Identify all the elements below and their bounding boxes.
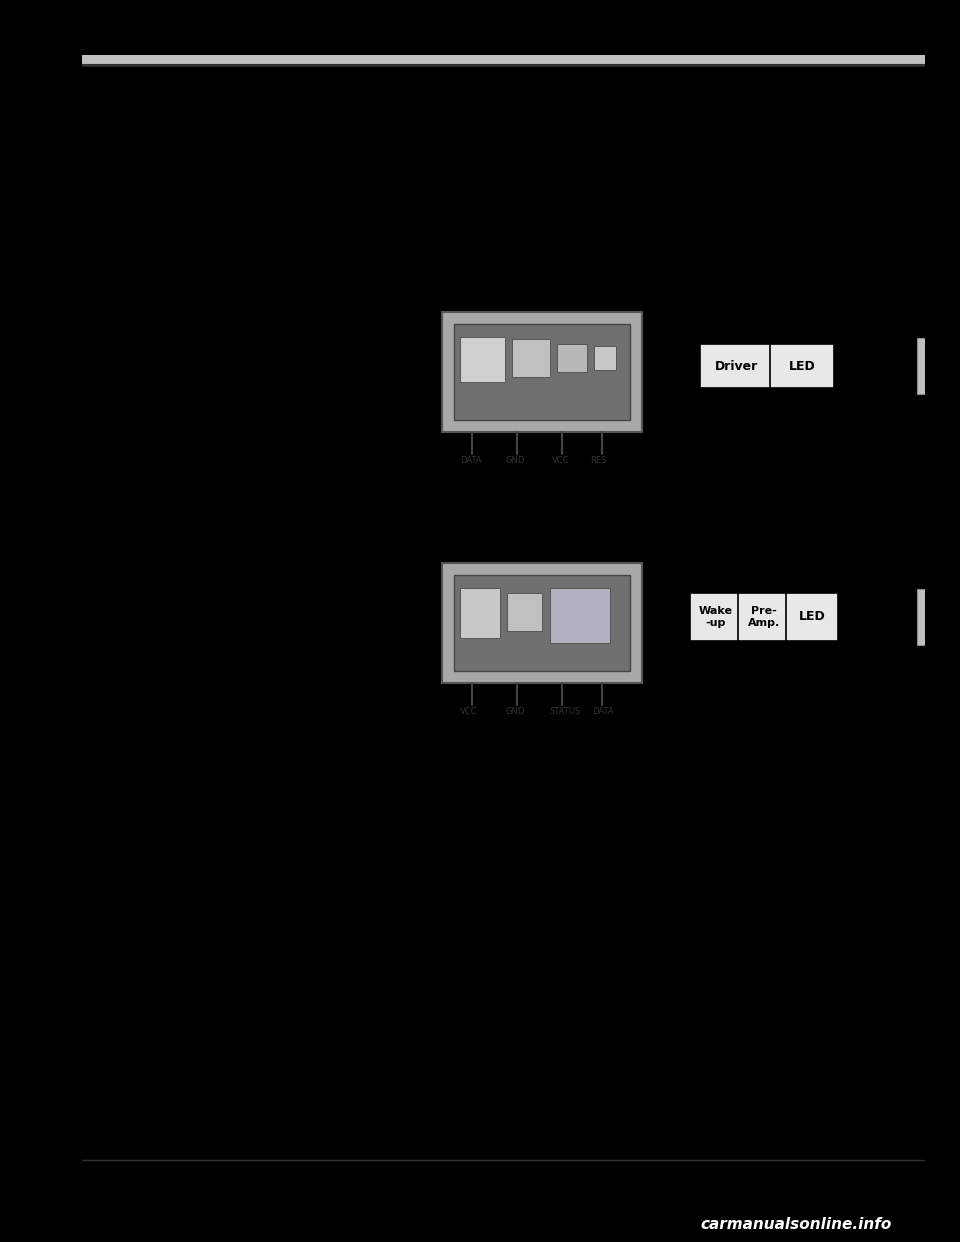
Text: The LED transmits light signals on the: The LED transmits light signals on the bbox=[90, 388, 344, 400]
Text: 43-07-30: 43-07-30 bbox=[841, 709, 891, 719]
Text: Transmitter: Transmitter bbox=[471, 304, 553, 317]
Text: 6: 6 bbox=[90, 1174, 99, 1187]
Text: diode).: diode). bbox=[90, 353, 136, 366]
Text: 43-07-31: 43-07-31 bbox=[837, 458, 887, 468]
Text: The receiver contains a diode that converts the optical signal into an electrica: The receiver contains a diode that conve… bbox=[90, 719, 701, 732]
FancyBboxPatch shape bbox=[786, 592, 838, 641]
Text: STATUS: STATUS bbox=[550, 707, 581, 715]
Text: mitter and receiver have been developed by BMW.  The low closed circuit (rest) c: mitter and receiver have been developed … bbox=[90, 250, 675, 263]
Text: Receiver: Receiver bbox=[482, 555, 542, 568]
Text: •   Optical receiver: • Optical receiver bbox=[110, 204, 236, 217]
FancyBboxPatch shape bbox=[442, 563, 642, 683]
FancyBboxPatch shape bbox=[557, 344, 587, 373]
Text: The sensing frequency on a CD player and for audio is 44.1 MHz; this means than : The sensing frequency on a CD player and… bbox=[90, 479, 694, 493]
Text: MOST bus.  The receiver consists of:: MOST bus. The receiver consists of: bbox=[90, 587, 331, 600]
Text: GND: GND bbox=[505, 456, 524, 465]
Text: (Repair cables are black in color).   The light wavelength is 650 nm (red light): (Repair cables are black in color). The … bbox=[90, 145, 692, 158]
Text: Each control unit of the MOST framework contains a transmitter and a receiver.  : Each control unit of the MOST framework … bbox=[90, 233, 698, 246]
Text: MHz.: MHz. bbox=[90, 438, 122, 451]
Text: carmanualsonline.info: carmanualsonline.info bbox=[701, 1217, 892, 1232]
Text: Pre-
Amp.: Pre- Amp. bbox=[748, 606, 780, 627]
FancyBboxPatch shape bbox=[512, 339, 550, 378]
Text: •   A wake-up circuit: • A wake-up circuit bbox=[110, 657, 246, 669]
FancyBboxPatch shape bbox=[460, 337, 505, 383]
Bar bbox=[82, 55, 925, 65]
Text: media.: media. bbox=[90, 514, 135, 527]
Text: MOST Bus Diagnosis: MOST Bus Diagnosis bbox=[90, 1186, 190, 1196]
Text: properties of the transmitter and receiver enable optical wake-up by the MOST bu: properties of the transmitter and receiv… bbox=[90, 267, 650, 279]
Text: •   A pre-amplifier: • A pre-amplifier bbox=[110, 631, 230, 645]
FancyBboxPatch shape bbox=[770, 344, 834, 388]
Text: Optical Receiver: Optical Receiver bbox=[90, 553, 226, 568]
FancyBboxPatch shape bbox=[442, 312, 642, 432]
Text: •   An LED: • An LED bbox=[110, 605, 179, 619]
Text: driver energizes an LED (light-emitting: driver energizes an LED (light-emitting bbox=[90, 337, 349, 349]
Text: VCC: VCC bbox=[552, 456, 569, 465]
Text: tional buffer is required, yet another reason why this bus system is so efficien: tional buffer is required, yet another r… bbox=[90, 497, 683, 510]
Text: Light: Light bbox=[892, 359, 930, 373]
Text: •   Optical transmitter: • Optical transmitter bbox=[110, 188, 257, 200]
Text: Optical Transmitter: Optical Transmitter bbox=[90, 302, 251, 317]
Text: VCC: VCC bbox=[460, 707, 477, 715]
Text: DATA: DATA bbox=[592, 707, 613, 715]
Text: The receiver receives the data from the: The receiver receives the data from the bbox=[90, 570, 356, 582]
FancyBboxPatch shape bbox=[917, 589, 935, 645]
FancyBboxPatch shape bbox=[507, 592, 542, 631]
Text: light).    The repeat frequency is 44.1: light). The repeat frequency is 44.1 bbox=[90, 421, 339, 433]
Text: bus requires the following converter components:: bus requires the following converter com… bbox=[90, 161, 423, 175]
Text: signal is amplified and further processed at the MOST network interface.: signal is amplified and further processe… bbox=[90, 737, 576, 749]
FancyBboxPatch shape bbox=[594, 347, 616, 370]
Text: Optical Bus: Optical Bus bbox=[90, 112, 184, 127]
FancyBboxPatch shape bbox=[917, 338, 935, 394]
FancyBboxPatch shape bbox=[460, 587, 500, 638]
FancyBboxPatch shape bbox=[454, 575, 630, 671]
Text: MOST bus (650 nm light, i.e. red visible: MOST bus (650 nm light, i.e. red visible bbox=[90, 404, 352, 417]
Text: A driver is fitted in the transmitter.  The: A driver is fitted in the transmitter. T… bbox=[90, 319, 356, 332]
Text: Wake
-up: Wake -up bbox=[699, 606, 733, 627]
Text: Light: Light bbox=[846, 584, 884, 597]
Text: LED: LED bbox=[799, 611, 826, 623]
FancyBboxPatch shape bbox=[550, 587, 610, 643]
Text: Driver: Driver bbox=[715, 359, 758, 373]
Text: LED: LED bbox=[788, 359, 815, 373]
FancyBboxPatch shape bbox=[738, 592, 790, 641]
Text: •   An interface that converts the optical signal into an electrical signal: • An interface that converts the optical… bbox=[110, 683, 585, 696]
FancyBboxPatch shape bbox=[700, 344, 774, 388]
Text: The MOST bus is a plastic optical waveguide.  The MOST bus is coded in green in : The MOST bus is a plastic optical wavegu… bbox=[90, 128, 686, 142]
FancyBboxPatch shape bbox=[690, 592, 742, 641]
Text: RES: RES bbox=[590, 456, 607, 465]
Text: DATA: DATA bbox=[460, 456, 482, 465]
FancyBboxPatch shape bbox=[454, 324, 630, 420]
Text: GND: GND bbox=[505, 707, 524, 715]
